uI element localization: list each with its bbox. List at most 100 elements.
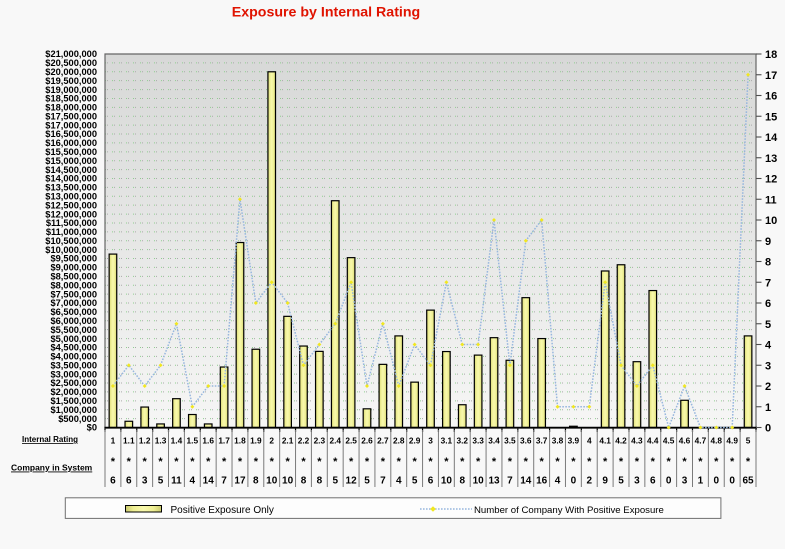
- svg-text:*: *: [476, 456, 481, 468]
- svg-text:2: 2: [765, 381, 771, 393]
- svg-text:$0: $0: [87, 423, 97, 433]
- svg-text:2.7: 2.7: [377, 436, 389, 446]
- svg-text:$20,500,000: $20,500,000: [45, 58, 97, 68]
- svg-text:10: 10: [765, 215, 777, 227]
- svg-text:2.6: 2.6: [361, 436, 373, 446]
- svg-text:Company in System: Company in System: [11, 463, 93, 473]
- svg-text:3: 3: [142, 476, 148, 487]
- svg-text:$20,000,000: $20,000,000: [45, 67, 97, 77]
- svg-text:Positive Exposure Only: Positive Exposure Only: [171, 505, 274, 516]
- svg-text:*: *: [222, 456, 227, 468]
- svg-text:$11,500,000: $11,500,000: [46, 218, 97, 228]
- svg-text:4.2: 4.2: [615, 436, 627, 446]
- svg-text:5: 5: [618, 476, 624, 487]
- svg-text:11: 11: [765, 194, 777, 206]
- svg-text:2.9: 2.9: [409, 436, 421, 446]
- svg-text:17: 17: [234, 476, 246, 487]
- svg-text:1: 1: [765, 402, 771, 414]
- svg-text:*: *: [254, 456, 259, 468]
- svg-text:$2,000,000: $2,000,000: [50, 387, 97, 397]
- svg-text:4.5: 4.5: [663, 436, 675, 446]
- svg-text:$10,500,000: $10,500,000: [45, 236, 97, 246]
- svg-text:2.1: 2.1: [282, 436, 294, 446]
- svg-text:1.2: 1.2: [139, 436, 151, 446]
- svg-text:$3,000,000: $3,000,000: [50, 369, 97, 379]
- svg-text:8: 8: [765, 257, 771, 269]
- svg-text:1.1: 1.1: [123, 436, 135, 446]
- svg-text:*: *: [317, 456, 322, 468]
- svg-text:*: *: [540, 456, 545, 468]
- svg-text:$16,000,000: $16,000,000: [45, 138, 97, 148]
- svg-text:2: 2: [269, 436, 274, 446]
- svg-text:4.9: 4.9: [726, 436, 738, 446]
- svg-text:3.8: 3.8: [552, 436, 564, 446]
- svg-text:$19,000,000: $19,000,000: [45, 85, 97, 95]
- svg-text:*: *: [428, 456, 433, 468]
- svg-text:$1,000,000: $1,000,000: [50, 405, 97, 415]
- svg-text:2: 2: [586, 476, 592, 487]
- svg-text:17: 17: [765, 70, 777, 82]
- svg-text:5: 5: [158, 476, 164, 487]
- svg-text:18: 18: [765, 49, 777, 61]
- svg-text:7: 7: [380, 476, 386, 487]
- svg-text:7: 7: [507, 476, 513, 487]
- svg-text:5: 5: [412, 476, 418, 487]
- svg-text:*: *: [667, 456, 672, 468]
- svg-text:5: 5: [364, 476, 370, 487]
- svg-text:3.9: 3.9: [568, 436, 580, 446]
- svg-text:14: 14: [520, 476, 532, 487]
- svg-text:1.9: 1.9: [250, 436, 262, 446]
- svg-text:*: *: [619, 456, 624, 468]
- svg-text:$17,500,000: $17,500,000: [45, 111, 97, 121]
- svg-text:*: *: [111, 456, 116, 468]
- svg-text:*: *: [460, 456, 465, 468]
- svg-text:16: 16: [536, 476, 548, 487]
- svg-text:*: *: [285, 456, 290, 468]
- svg-text:$4,000,000: $4,000,000: [50, 352, 97, 362]
- svg-text:*: *: [349, 456, 354, 468]
- svg-text:8: 8: [459, 476, 465, 487]
- svg-text:$18,000,000: $18,000,000: [45, 103, 97, 113]
- svg-text:3.1: 3.1: [441, 436, 453, 446]
- svg-text:*: *: [143, 456, 148, 468]
- svg-text:$8,500,000: $8,500,000: [50, 272, 97, 282]
- svg-text:$3,500,000: $3,500,000: [50, 360, 97, 370]
- svg-text:Exposure by Internal Rating: Exposure by Internal Rating: [232, 4, 420, 20]
- svg-text:6: 6: [650, 476, 656, 487]
- svg-text:14: 14: [203, 476, 215, 487]
- svg-text:15: 15: [765, 111, 777, 123]
- svg-text:1: 1: [698, 476, 704, 487]
- svg-text:$17,000,000: $17,000,000: [45, 120, 97, 130]
- svg-text:$15,500,000: $15,500,000: [45, 147, 97, 157]
- svg-text:4.6: 4.6: [679, 436, 691, 446]
- svg-text:4: 4: [587, 436, 592, 446]
- svg-text:*: *: [301, 456, 306, 468]
- svg-text:$5,500,000: $5,500,000: [50, 325, 97, 335]
- svg-text:3: 3: [634, 476, 640, 487]
- svg-text:*: *: [270, 456, 275, 468]
- svg-text:*: *: [587, 456, 592, 468]
- svg-text:Number of Company With Positiv: Number of Company With Positive Exposure: [474, 505, 664, 516]
- svg-text:3.7: 3.7: [536, 436, 548, 446]
- svg-text:4.7: 4.7: [695, 436, 707, 446]
- svg-text:*: *: [238, 456, 243, 468]
- svg-text:4.1: 4.1: [599, 436, 611, 446]
- svg-text:0: 0: [666, 476, 672, 487]
- svg-text:$13,000,000: $13,000,000: [45, 191, 97, 201]
- svg-text:8: 8: [301, 476, 307, 487]
- svg-text:$1,500,000: $1,500,000: [50, 396, 97, 406]
- svg-text:*: *: [381, 456, 386, 468]
- svg-text:*: *: [206, 456, 211, 468]
- svg-text:6: 6: [126, 476, 132, 487]
- svg-text:2.5: 2.5: [345, 436, 357, 446]
- svg-text:$6,000,000: $6,000,000: [50, 316, 97, 326]
- svg-text:4: 4: [396, 476, 402, 487]
- svg-text:$9,000,000: $9,000,000: [50, 263, 97, 273]
- svg-text:1.3: 1.3: [155, 436, 167, 446]
- svg-text:*: *: [651, 456, 656, 468]
- svg-text:*: *: [508, 456, 513, 468]
- svg-text:$10,000,000: $10,000,000: [45, 245, 97, 255]
- svg-text:14: 14: [765, 132, 778, 144]
- svg-text:$14,000,000: $14,000,000: [45, 174, 97, 184]
- svg-text:*: *: [190, 456, 195, 468]
